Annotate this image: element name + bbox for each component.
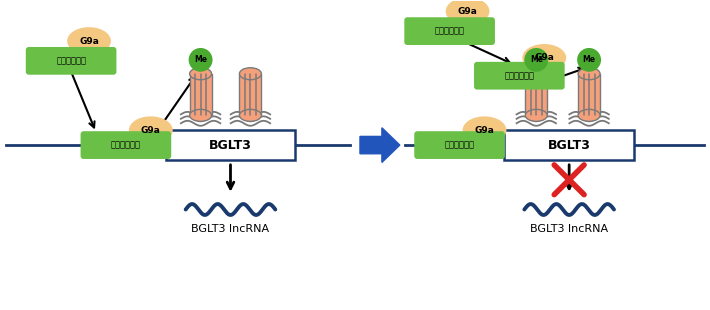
FancyBboxPatch shape (414, 131, 505, 159)
Text: 転写抑制因子: 転写抑制因子 (111, 141, 141, 150)
Ellipse shape (578, 109, 600, 121)
Bar (239, 74, 261, 115)
Text: G9a: G9a (474, 126, 494, 135)
Ellipse shape (523, 44, 566, 72)
Ellipse shape (129, 116, 173, 144)
Ellipse shape (578, 68, 600, 80)
Circle shape (524, 48, 548, 72)
Text: G9a: G9a (458, 7, 478, 16)
Text: Me: Me (530, 55, 542, 64)
Text: 転写抑制因子: 転写抑制因子 (504, 71, 535, 80)
Ellipse shape (67, 27, 111, 55)
Text: G9a: G9a (535, 53, 555, 62)
Text: 転写抑制因子: 転写抑制因子 (435, 27, 464, 36)
Ellipse shape (525, 109, 547, 121)
Text: BGLT3 lncRNA: BGLT3 lncRNA (192, 224, 270, 234)
Ellipse shape (525, 68, 547, 80)
Ellipse shape (446, 0, 489, 25)
FancyBboxPatch shape (474, 62, 564, 90)
FancyBboxPatch shape (26, 47, 116, 75)
Text: G9a: G9a (141, 126, 160, 135)
FancyBboxPatch shape (404, 17, 495, 45)
Ellipse shape (463, 116, 506, 144)
Text: G9a: G9a (79, 37, 99, 46)
Ellipse shape (239, 109, 261, 121)
Text: Me: Me (194, 55, 207, 64)
Circle shape (189, 48, 212, 72)
Ellipse shape (190, 109, 212, 121)
Ellipse shape (190, 68, 212, 80)
Text: 転写抑制因子: 転写抑制因子 (56, 56, 86, 65)
Ellipse shape (239, 68, 261, 80)
Circle shape (577, 48, 601, 72)
FancyBboxPatch shape (504, 130, 634, 160)
Bar (190, 74, 212, 115)
Text: BGLT3: BGLT3 (547, 139, 591, 152)
Text: BGLT3 lncRNA: BGLT3 lncRNA (530, 224, 608, 234)
FancyBboxPatch shape (165, 130, 295, 160)
Text: BGLT3: BGLT3 (209, 139, 252, 152)
Bar (578, 74, 600, 115)
Text: Me: Me (583, 55, 596, 64)
FancyArrow shape (360, 128, 400, 162)
Text: 転写抑制因子: 転写抑制因子 (444, 141, 474, 150)
Bar (525, 74, 547, 115)
FancyBboxPatch shape (80, 131, 171, 159)
